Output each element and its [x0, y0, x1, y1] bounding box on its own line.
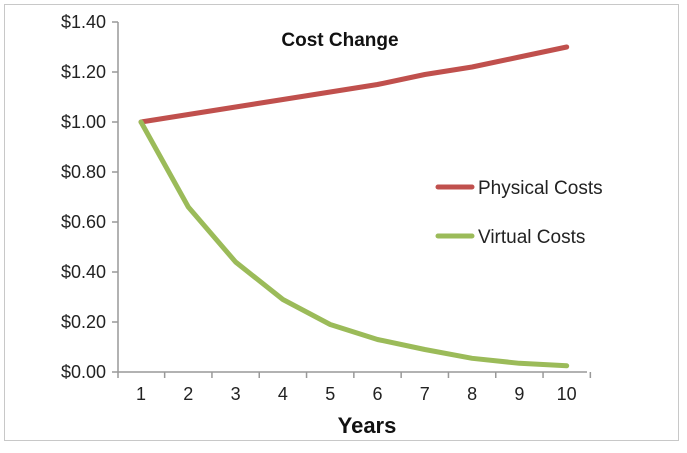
y-tick-label: $1.20	[61, 62, 106, 82]
y-tick-label: $0.40	[61, 262, 106, 282]
y-tick-label: $0.00	[61, 362, 106, 382]
x-tick-label: 7	[420, 384, 430, 404]
x-tick-label: 2	[183, 384, 193, 404]
y-tick-label: $0.80	[61, 162, 106, 182]
x-tick-label: 8	[467, 384, 477, 404]
x-tick-label: 10	[557, 384, 577, 404]
y-tick-label: $0.60	[61, 212, 106, 232]
axes	[117, 22, 587, 373]
legend: Physical Costs Virtual Costs	[435, 178, 603, 248]
y-ticks: $0.00 $0.20 $0.40 $0.60 $0.80 $1.00 $1.20 $1.40	[61, 12, 118, 382]
x-tick-label: 5	[325, 384, 335, 404]
x-tick-label: 1	[136, 384, 146, 404]
x-tick-label: 6	[372, 384, 382, 404]
virtual-costs-legend-label: Virtual Costs	[478, 227, 585, 248]
series-layer	[138, 44, 570, 369]
y-tick-label: $0.20	[61, 312, 106, 332]
x-tick-label: 4	[278, 384, 288, 404]
x-ticks: 1 2 3 4 5 6 7 8 9 10	[117, 372, 592, 404]
y-tick-label: $1.00	[61, 112, 106, 132]
x-tick-label: 9	[514, 384, 524, 404]
physical-costs-legend-label: Physical Costs	[478, 178, 603, 199]
y-tick-label: $1.40	[61, 12, 106, 32]
x-tick-label: 3	[231, 384, 241, 404]
chart-title: Cost Change	[281, 30, 398, 51]
virtual-costs-line	[138, 119, 570, 369]
physical-costs-line	[138, 44, 570, 125]
x-axis-label: Years	[338, 413, 397, 438]
